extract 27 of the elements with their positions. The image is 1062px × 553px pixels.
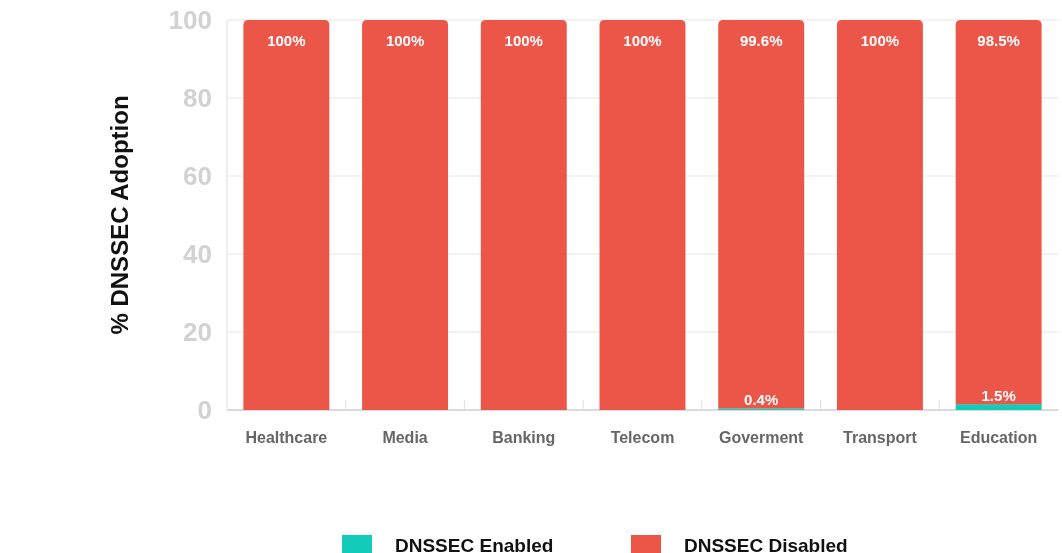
x-tick-label: Banking: [492, 429, 556, 446]
bar: [718, 20, 805, 409]
bar: [599, 20, 686, 410]
data-label: 100%: [385, 32, 425, 49]
data-label: 100%: [504, 32, 543, 49]
bar: [836, 20, 923, 410]
legend-label: DNSSEC Enabled: [395, 535, 554, 553]
bar: [243, 20, 330, 410]
legend-label: DNSSEC Disabled: [684, 535, 848, 553]
bar: [480, 20, 567, 410]
x-tick-label: Goverment: [718, 429, 805, 446]
x-tick-label: Education: [959, 429, 1038, 446]
data-label: 100%: [267, 32, 306, 49]
data-label: 99.6%: [739, 32, 783, 49]
bar: [955, 20, 1042, 405]
x-tick-label: Telecom: [610, 429, 675, 446]
data-label: 0.4%: [744, 391, 779, 409]
bar: [362, 20, 449, 410]
data-label: 1.5%: [981, 387, 1016, 405]
x-tick-label: Healthcare: [245, 429, 328, 446]
bar: [955, 404, 1042, 410]
data-label: 100%: [860, 32, 900, 49]
x-tick-label: Media: [382, 429, 428, 446]
x-tick-label: Transport: [843, 429, 918, 446]
data-label: 100%: [623, 32, 662, 49]
y-axis-title: % DNSSEC Adoption: [106, 95, 133, 335]
data-label: 98.5%: [977, 32, 1020, 49]
